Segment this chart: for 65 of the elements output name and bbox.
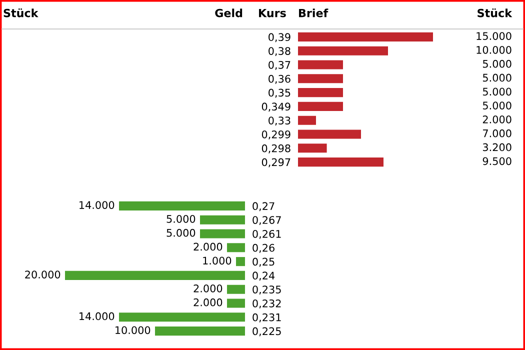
text: Kurs bbox=[259, 8, 286, 18]
bar bbox=[65, 270, 245, 280]
data-label: 10.000 bbox=[476, 46, 512, 54]
y-tick-label: 0,297 bbox=[262, 158, 290, 168]
bar bbox=[298, 74, 343, 84]
data-label: 14.000 bbox=[80, 201, 114, 209]
y-tick-label: 0,24 bbox=[252, 272, 275, 281]
bar bbox=[298, 130, 361, 139]
data-label: 14.000 bbox=[80, 312, 114, 320]
y-tick-label: 0,349 bbox=[262, 102, 290, 112]
data-label: 15.000 bbox=[476, 32, 512, 40]
data-label: 9.500 bbox=[482, 157, 512, 166]
y-tick-label: 0,25 bbox=[252, 258, 274, 267]
text: Brief bbox=[299, 8, 328, 18]
data-label: 5.000 bbox=[166, 214, 196, 223]
bar bbox=[298, 60, 343, 70]
bar bbox=[227, 243, 245, 252]
y-tick-label: 0,36 bbox=[268, 74, 290, 84]
data-label: 2.000 bbox=[194, 284, 222, 292]
data-label: 7.000 bbox=[483, 129, 512, 138]
bar bbox=[236, 257, 245, 266]
bar bbox=[227, 284, 245, 294]
bar bbox=[119, 312, 245, 322]
y-tick-label: 0,39 bbox=[268, 33, 290, 42]
y-tick-label: 0,232 bbox=[252, 299, 281, 308]
y-tick-label: 0,26 bbox=[252, 244, 274, 253]
y-tick-label: 0,298 bbox=[262, 144, 290, 154]
bar bbox=[200, 229, 245, 238]
y-tick-label: 0,299 bbox=[262, 130, 290, 140]
y-tick-label: 0,235 bbox=[252, 286, 281, 295]
bar bbox=[298, 144, 327, 153]
data-label: 5.000 bbox=[482, 60, 512, 68]
bar bbox=[298, 46, 388, 56]
data-label: 3.200 bbox=[482, 143, 512, 152]
y-tick-label: 0,225 bbox=[252, 327, 281, 336]
text: Stück bbox=[4, 8, 38, 18]
data-label: 2.000 bbox=[194, 298, 222, 306]
bar bbox=[119, 201, 245, 210]
bar bbox=[227, 298, 245, 308]
y-tick-label: 0,33 bbox=[268, 116, 290, 126]
data-label: 5.000 bbox=[482, 102, 512, 110]
y-tick-label: 0,231 bbox=[252, 313, 281, 322]
data-label: 5.000 bbox=[482, 88, 512, 96]
data-label: 10.000 bbox=[116, 326, 150, 334]
bar bbox=[298, 88, 343, 98]
bar bbox=[298, 32, 433, 42]
y-tick-label: 0,37 bbox=[268, 60, 290, 70]
data-label: 1.000 bbox=[203, 256, 232, 265]
bar bbox=[200, 215, 245, 224]
text: Stück bbox=[478, 8, 512, 18]
text: Geld bbox=[215, 8, 242, 18]
bar bbox=[298, 158, 384, 167]
data-label: 2.000 bbox=[482, 115, 512, 124]
y-tick-label: 0,35 bbox=[268, 88, 290, 98]
data-label: 5.000 bbox=[166, 228, 196, 237]
bar bbox=[155, 326, 245, 336]
bar bbox=[298, 102, 343, 111]
y-tick-label: 0,38 bbox=[268, 47, 290, 56]
data-label: 5.000 bbox=[482, 74, 512, 82]
y-tick-label: 0,267 bbox=[252, 216, 281, 226]
data-label: 20.000 bbox=[25, 270, 60, 278]
data-label: 2.000 bbox=[194, 242, 222, 251]
y-tick-label: 0,261 bbox=[252, 230, 281, 239]
bar bbox=[298, 116, 316, 125]
y-tick-label: 0,27 bbox=[252, 202, 274, 212]
